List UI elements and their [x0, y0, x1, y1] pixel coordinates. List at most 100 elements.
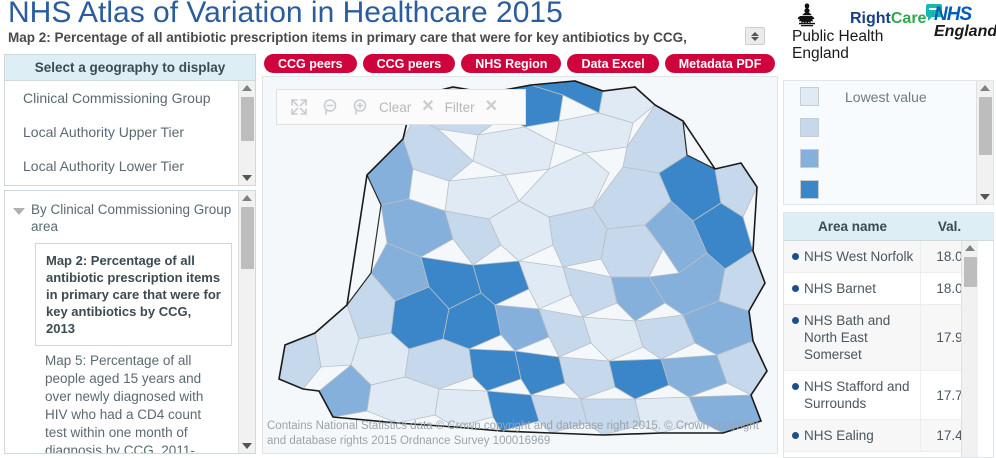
- choropleth-map-container[interactable]: Clear ✕ Filter ✕ Contains National Stati…: [262, 76, 778, 454]
- map-list-item-next[interactable]: Map 5: Percentage of all people aged 15 …: [45, 353, 204, 454]
- cell-area-name: NHS West Norfolk: [784, 241, 921, 272]
- pill-metadata-pdf[interactable]: Metadata PDF: [664, 54, 776, 73]
- map-legend-panel: Lowest value: [783, 80, 994, 205]
- geography-list: Clinical Commissioning Group Local Autho…: [5, 81, 255, 185]
- spinner-down-arrow: [751, 36, 759, 41]
- legend-swatch-4: [800, 180, 819, 199]
- scroll-up-arrow-icon[interactable]: [962, 241, 978, 255]
- royal-crest-icon: [797, 3, 815, 27]
- phe-line-1: Public Health: [792, 28, 884, 45]
- table-row[interactable]: NHS West Norfolk 18.0: [784, 241, 978, 273]
- clear-close-x-icon[interactable]: ✕: [421, 98, 435, 115]
- nhs-england-logo: NHS England: [934, 4, 996, 41]
- table-scrollbar[interactable]: [961, 241, 978, 457]
- speech-bubble-icon: [926, 4, 942, 21]
- scroll-up-arrow-icon[interactable]: [977, 81, 993, 95]
- scrollbar-thumb[interactable]: [241, 97, 254, 141]
- map-list-inner: By Clinical Commissioning Group area Map…: [5, 191, 240, 453]
- map-list-scrollbar[interactable]: [238, 191, 255, 453]
- cell-area-name: NHS Stafford and Surrounds: [784, 371, 921, 419]
- scrollbar-thumb[interactable]: [979, 97, 992, 155]
- scroll-up-arrow-icon[interactable]: [239, 191, 255, 205]
- page-header: NHS Atlas of Variation in Healthcare 201…: [0, 0, 782, 50]
- column-header-value[interactable]: Val.: [937, 219, 962, 234]
- map-list-item-selected[interactable]: Map 2: Percentage of all antibiotic pres…: [35, 243, 232, 346]
- table-row[interactable]: NHS Ealing 17.4: [784, 420, 978, 452]
- england-ccg-choropleth-map[interactable]: [263, 77, 777, 453]
- table-row[interactable]: NHS Barnet 18.0: [784, 273, 978, 305]
- scroll-down-arrow-icon[interactable]: [239, 171, 255, 185]
- legend-row-3[interactable]: [784, 143, 993, 174]
- filter-label[interactable]: Filter: [444, 99, 475, 115]
- expand-arrows-icon[interactable]: [289, 97, 309, 117]
- area-value-table: Area name Val. NHS West Norfolk 18.0 NHS…: [783, 212, 994, 458]
- cell-area-name: NHS Bath and North East Somerset: [784, 305, 921, 370]
- legend-swatch-1: [800, 87, 819, 106]
- geography-selector-panel: Select a geography to display Clinical C…: [4, 54, 256, 186]
- spinner-up-arrow: [751, 31, 759, 36]
- cell-value: 17.7: [936, 387, 963, 403]
- page-title: NHS Atlas of Variation in Healthcare 201…: [8, 0, 563, 29]
- clear-label[interactable]: Clear: [379, 99, 412, 115]
- area-marker-dot-icon: [792, 383, 799, 390]
- area-marker-dot-icon: [792, 253, 799, 260]
- logo-bar: Public Health England RightCare NHS Engl…: [786, 0, 996, 78]
- map-subtitle: Map 2: Percentage of all antibiotic pres…: [8, 30, 687, 45]
- area-marker-dot-icon: [792, 285, 799, 292]
- scroll-up-arrow-icon[interactable]: [239, 81, 255, 95]
- pill-data-excel[interactable]: Data Excel: [567, 54, 659, 73]
- nhs-england-wordmark: England: [934, 23, 996, 40]
- action-pill-bar: CCG peers CCG peers NHS Region Data Exce…: [264, 54, 776, 73]
- scroll-down-arrow-icon[interactable]: [239, 439, 255, 453]
- pill-ccg-peers-1[interactable]: CCG peers: [264, 54, 357, 73]
- pill-ccg-peers-2[interactable]: CCG peers: [362, 54, 456, 73]
- legend-row-4[interactable]: [784, 174, 993, 204]
- map-attribution: Contains National Statistics data © Crow…: [267, 420, 759, 447]
- rightcare-right-text: Right: [850, 10, 891, 27]
- public-health-england-logo: Public Health England: [792, 2, 912, 62]
- scrollbar-thumb[interactable]: [964, 257, 977, 287]
- legend-swatch-2: [800, 118, 819, 137]
- geography-item-la-upper[interactable]: Local Authority Upper Tier: [23, 124, 185, 140]
- cell-value: 18.0: [936, 249, 963, 264]
- area-name-text: NHS Stafford and Surrounds: [804, 379, 910, 411]
- table-row[interactable]: NHS Bath and North East Somerset 17.9: [784, 305, 978, 371]
- geography-scrollbar[interactable]: [238, 81, 255, 185]
- map-toolbar: Clear ✕ Filter ✕: [276, 89, 526, 125]
- table-row[interactable]: NHS Stafford and Surrounds 17.7: [784, 371, 978, 420]
- map-group-row[interactable]: By Clinical Commissioning Group area: [13, 201, 232, 235]
- geography-item-la-lower[interactable]: Local Authority Lower Tier: [23, 158, 185, 174]
- map-group-label: By Clinical Commissioning Group area: [31, 202, 232, 234]
- cell-value: 17.9: [936, 330, 963, 345]
- phe-line-2: England: [792, 45, 849, 62]
- area-name-text: NHS Ealing: [804, 428, 874, 443]
- geography-panel-header: Select a geography to display: [5, 55, 255, 81]
- filter-close-x-icon[interactable]: ✕: [484, 98, 499, 115]
- scrollbar-thumb[interactable]: [241, 207, 254, 269]
- zoom-out-icon[interactable]: [319, 97, 339, 117]
- zoom-in-icon[interactable]: [349, 97, 369, 117]
- legend-label-lowest: Lowest value: [845, 88, 927, 105]
- legend-row-2[interactable]: [784, 112, 993, 143]
- pill-nhs-region[interactable]: NHS Region: [461, 54, 562, 73]
- cell-value: 18.0: [936, 281, 963, 296]
- map-list-panel: By Clinical Commissioning Group area Map…: [4, 190, 256, 454]
- legend-row-lowest[interactable]: Lowest value: [784, 81, 993, 112]
- legend-scrollbar[interactable]: [976, 81, 993, 204]
- cell-area-name: NHS Barnet: [784, 273, 921, 304]
- cell-area-name: NHS Ealing: [784, 420, 921, 451]
- geography-item-ccg[interactable]: Clinical Commissioning Group: [23, 90, 211, 106]
- cell-value: 17.4: [936, 428, 963, 443]
- table-body: NHS West Norfolk 18.0 NHS Barnet 18.0 NH…: [784, 241, 978, 457]
- table-header-row: Area name Val.: [784, 213, 993, 241]
- legend-swatch-3: [800, 149, 819, 168]
- subtitle-spinner-icon[interactable]: [745, 27, 765, 45]
- column-header-area-name[interactable]: Area name: [817, 219, 888, 234]
- caret-down-icon[interactable]: [13, 208, 25, 215]
- scroll-down-arrow-icon[interactable]: [977, 190, 993, 204]
- area-marker-dot-icon: [792, 317, 799, 324]
- area-name-text: NHS Barnet: [804, 281, 877, 296]
- rightcare-logo: RightCare: [850, 10, 926, 28]
- area-marker-dot-icon: [792, 432, 799, 439]
